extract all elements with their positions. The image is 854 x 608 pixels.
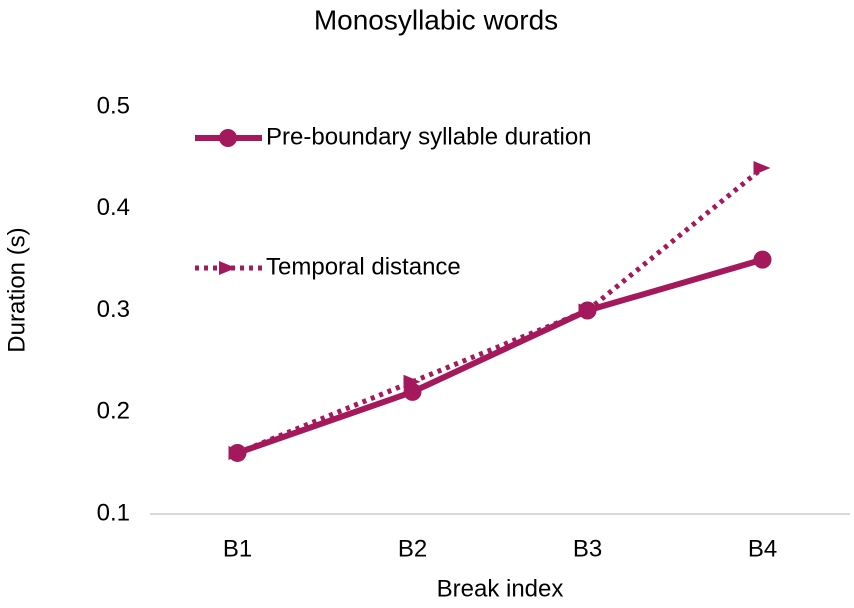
x-axis-label: Break index [437, 575, 564, 602]
chart-title: Monosyllabic words [314, 4, 558, 35]
y-axis-label: Duration (s) [3, 227, 30, 352]
point-marker [403, 382, 422, 401]
y-tick-label: 0.5 [97, 92, 130, 119]
point-marker [753, 250, 772, 269]
y-tick-label: 0.1 [97, 499, 130, 526]
legend-marker [219, 261, 236, 275]
x-tick-label: B1 [223, 535, 252, 562]
legend-marker [219, 129, 237, 147]
legend-label: Temporal distance [266, 253, 461, 280]
y-tick-label: 0.3 [97, 296, 130, 323]
point-marker [403, 374, 421, 389]
x-tick-label: B4 [748, 535, 777, 562]
series-line [236, 166, 765, 456]
y-tick-label: 0.4 [97, 194, 130, 221]
x-tick-label: B3 [573, 535, 602, 562]
point-marker [753, 161, 771, 176]
point-marker [578, 303, 596, 318]
legend-label: Pre-boundary syllable duration [266, 123, 592, 150]
series-line [236, 256, 764, 456]
point-marker [228, 445, 246, 460]
y-tick-label: 0.2 [97, 398, 130, 425]
x-tick-label: B2 [398, 535, 427, 562]
